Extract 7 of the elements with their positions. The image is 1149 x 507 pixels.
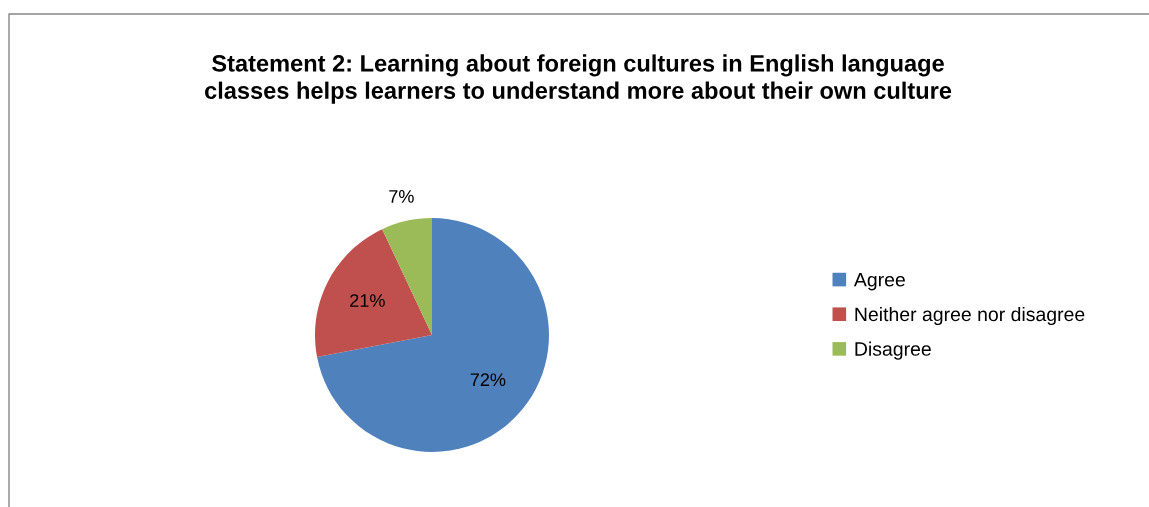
legend-label: Disagree bbox=[855, 341, 931, 360]
legend-label: Neither agree nor disagree bbox=[855, 306, 1085, 326]
data-label: 7% bbox=[389, 190, 414, 203]
chart-title: Statement 2: Learning about foreign cultures in English language classes helps learners to understand more about their own culture bbox=[205, 54, 952, 104]
data-label: 72% bbox=[470, 373, 506, 387]
data-label: 21% bbox=[350, 294, 385, 307]
legend-label: Agree bbox=[853, 273, 905, 291]
